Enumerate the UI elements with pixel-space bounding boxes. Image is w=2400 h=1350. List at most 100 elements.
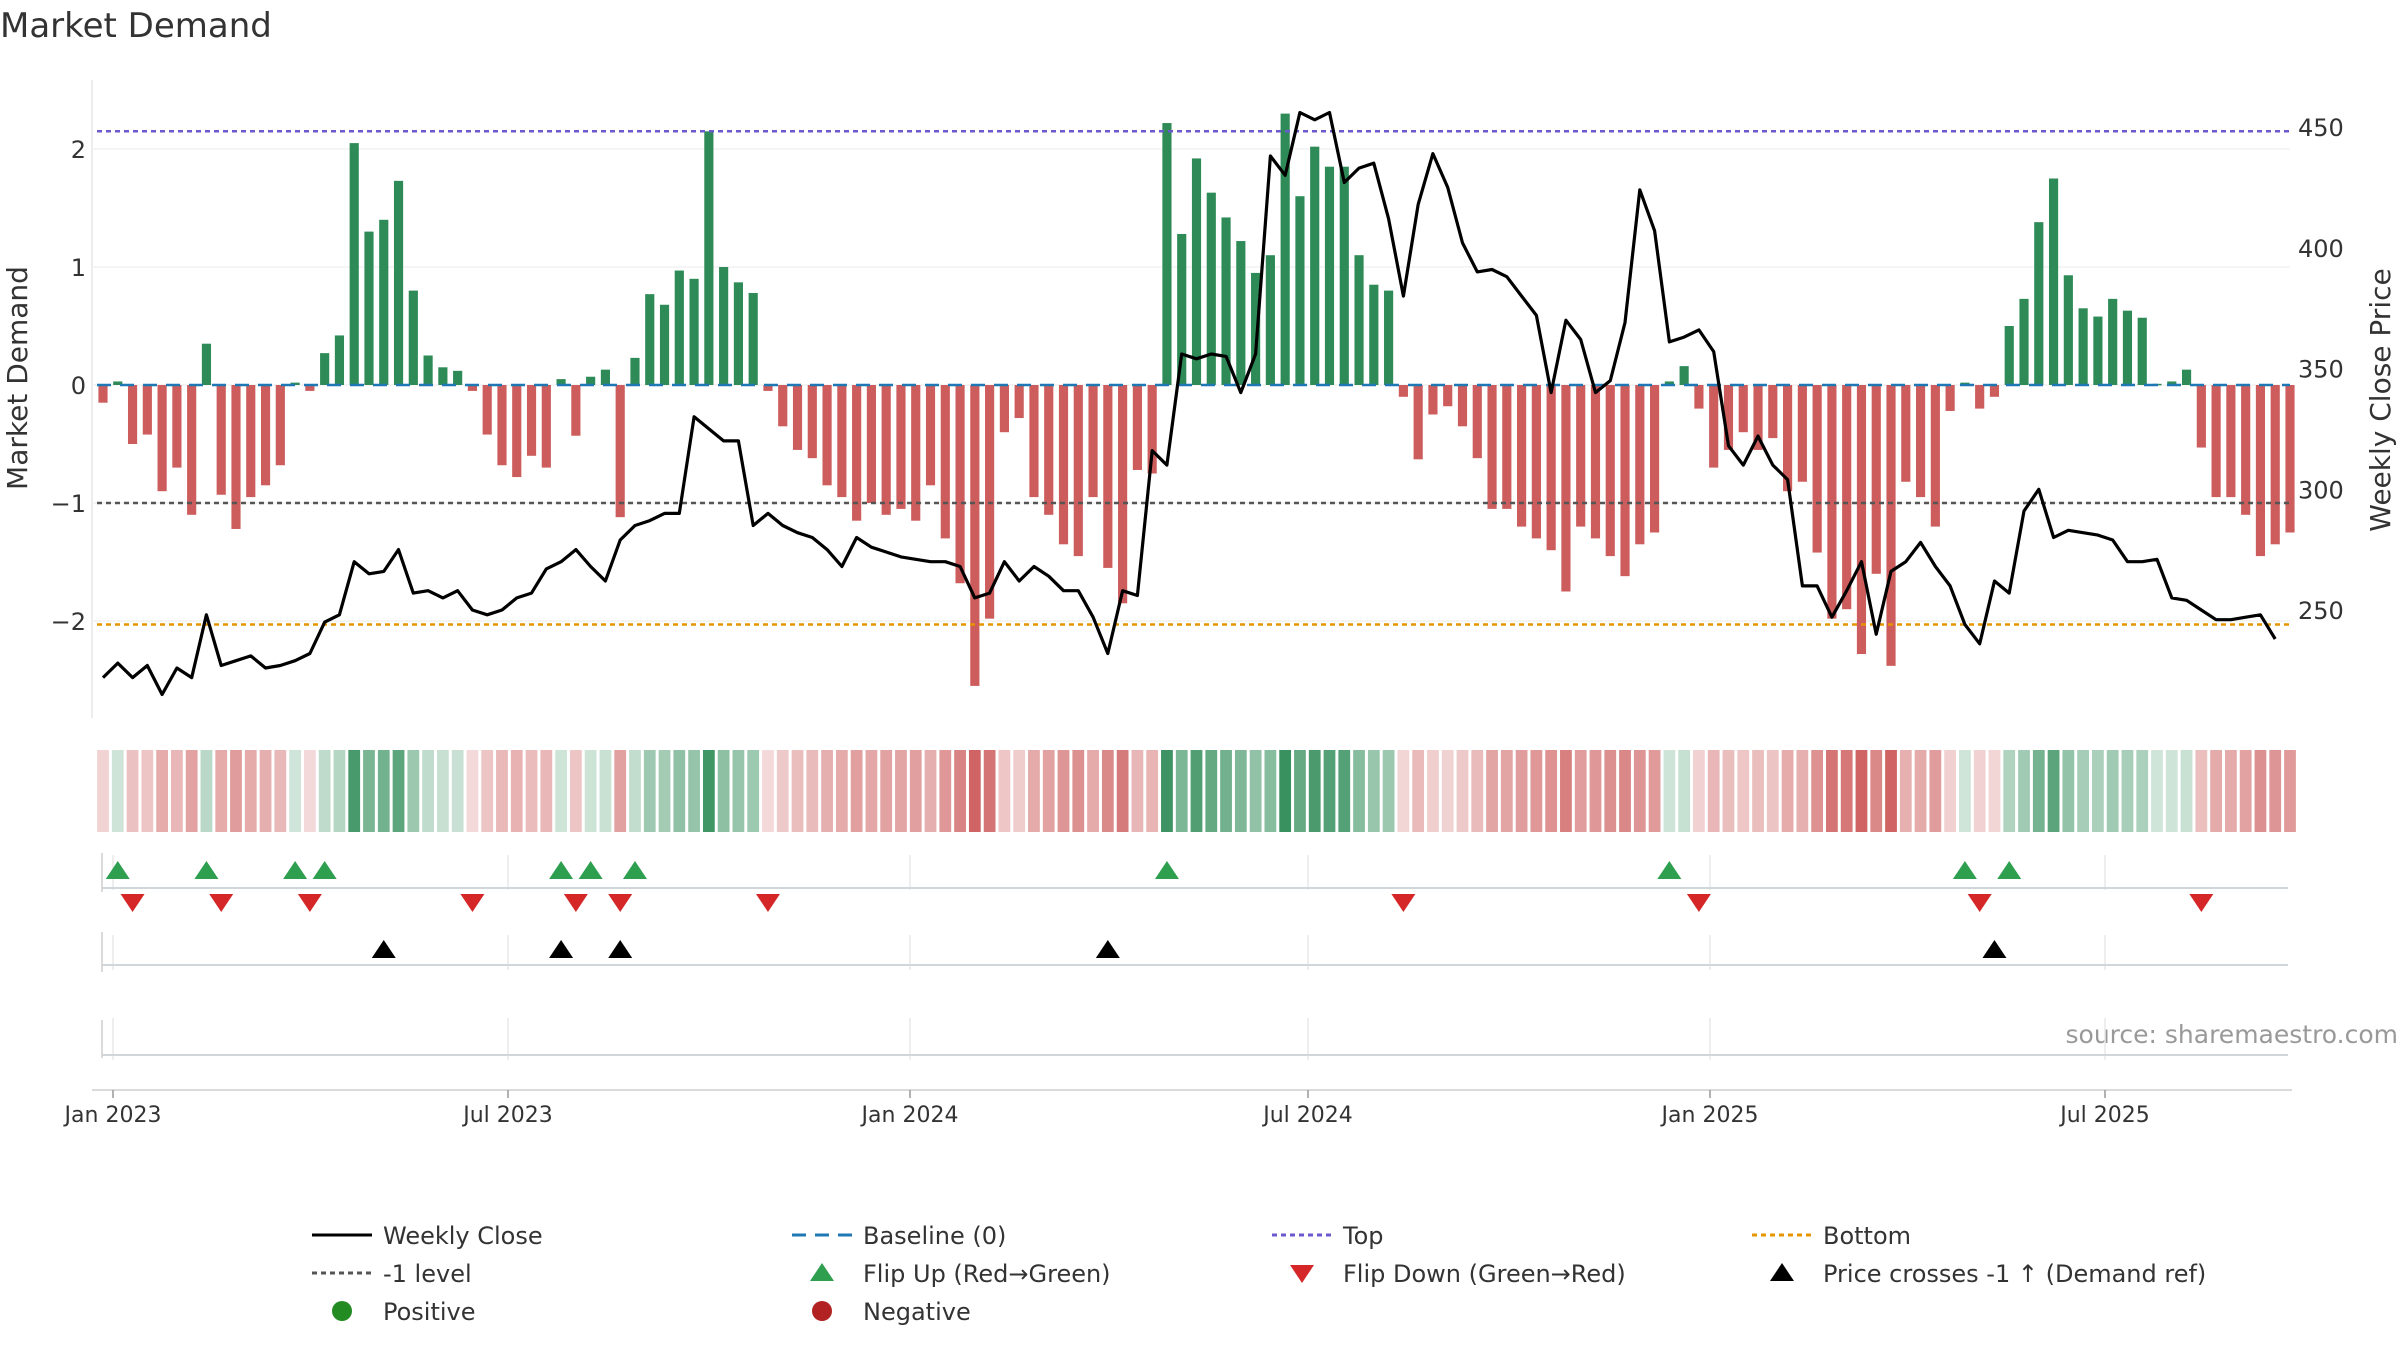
demand-bar <box>866 385 876 503</box>
demand-heat-cell <box>2047 750 2060 832</box>
demand-heat-cell <box>1367 750 1380 832</box>
demand-heat-cell <box>821 750 833 832</box>
demand-heat-cell <box>1633 750 1646 832</box>
flip-up-marker <box>105 861 130 879</box>
demand-heat-cell <box>1899 750 1912 832</box>
demand-bar <box>999 385 1009 433</box>
demand-bar <box>231 385 241 529</box>
y-tick-label: 2 <box>71 136 86 164</box>
demand-heat-cell <box>658 750 671 832</box>
demand-bar <box>1324 166 1335 385</box>
demand-bar <box>1901 385 1911 482</box>
demand-bar <box>1989 385 2000 397</box>
demand-heat-cell <box>2151 750 2163 832</box>
demand-bar <box>925 385 936 486</box>
demand-bar <box>1398 385 1408 397</box>
demand-bar <box>586 376 596 385</box>
demand-heat-cell <box>1929 750 1942 832</box>
demand-heat-cell <box>835 750 848 832</box>
demand-heat-cell <box>2121 750 2134 832</box>
demand-bar <box>1044 385 1054 515</box>
demand-heat-cell <box>1205 750 1218 832</box>
demand-heat-cell <box>1146 750 1159 832</box>
demand-heat-cell <box>1973 750 1986 832</box>
demand-bar <box>1029 385 1039 498</box>
demand-heat-cell <box>1441 750 1454 832</box>
demand-heat-cell <box>1116 750 1129 832</box>
demand-bar <box>1221 217 1231 385</box>
demand-heat-cell <box>1574 750 1587 832</box>
demand-bar <box>1768 385 1778 439</box>
demand-heat-cell <box>348 750 361 832</box>
demand-heat-cell <box>614 750 627 832</box>
demand-bar <box>1812 385 1822 553</box>
y-tick-label: −1 <box>51 490 86 518</box>
y-tick-label: 1 <box>71 254 86 282</box>
demand-heat-cell <box>1944 750 1957 832</box>
demand-heat-cell <box>1766 750 1779 832</box>
demand-bar <box>2137 317 2147 385</box>
demand-heat-cell <box>2062 750 2075 832</box>
legend-flip-up: Flip Up (Red→Green) <box>863 1260 1111 1288</box>
y-tick-label: 0 <box>71 372 86 400</box>
demand-heat-cell <box>1294 750 1306 832</box>
demand-heat-cell <box>1264 750 1277 832</box>
demand-heat-cell <box>289 750 301 832</box>
demand-bar <box>1694 385 1704 409</box>
demand-heat-cell <box>1693 750 1705 832</box>
demand-heat-cell <box>1545 750 1558 832</box>
flip-down-marker <box>563 894 588 912</box>
demand-bar <box>807 385 817 459</box>
demand-heat-cell <box>2018 750 2030 832</box>
flip-up-marker <box>194 861 219 879</box>
demand-heat-cell <box>1752 750 1764 832</box>
demand-bar <box>216 385 226 495</box>
demand-bar <box>1206 192 1216 385</box>
demand-heat-cell <box>1234 750 1247 832</box>
flip-down-marker <box>209 894 234 912</box>
demand-heat-cell <box>1781 750 1794 832</box>
legend-negative-dot <box>812 1301 832 1321</box>
demand-heat-cell <box>998 750 1011 832</box>
price-cross-marker <box>549 940 574 958</box>
flip-up-marker <box>1154 861 1179 879</box>
flip-down-marker <box>1967 894 1992 912</box>
demand-bar <box>2241 385 2251 515</box>
y-tick-label: −2 <box>51 608 86 636</box>
demand-bar <box>2226 385 2236 498</box>
demand-heat-cell <box>1811 750 1824 832</box>
demand-bar <box>127 385 138 444</box>
demand-heat-cell <box>407 750 420 832</box>
demand-heat-cell <box>2254 750 2267 832</box>
demand-bar <box>1177 233 1187 385</box>
demand-heat-cell <box>333 750 346 832</box>
demand-heat-cell <box>1101 750 1114 832</box>
demand-heat-cell <box>1057 750 1070 832</box>
demand-heat-cell <box>865 750 878 832</box>
demand-bar <box>837 385 847 498</box>
demand-bar <box>2093 316 2103 385</box>
demand-heat-cell <box>1914 750 1927 832</box>
demand-heat-cell <box>1500 750 1513 832</box>
demand-heat-cell <box>2032 750 2045 832</box>
demand-heat-cell <box>97 750 109 832</box>
demand-heat-cell <box>732 750 745 832</box>
demand-heat-cell <box>1249 750 1262 832</box>
flip-down-marker <box>297 894 322 912</box>
demand-heat-cell <box>436 750 449 832</box>
legend-top: Top <box>1342 1222 1384 1250</box>
demand-bar <box>2270 385 2280 545</box>
flip-up-marker <box>1997 861 2022 879</box>
demand-bar <box>1590 385 1601 539</box>
demand-bar <box>2019 298 2029 385</box>
demand-heat-cell <box>510 750 523 832</box>
x-tick-label: Jan 2024 <box>860 1103 959 1128</box>
demand-bar <box>600 369 610 385</box>
demand-heat-cell <box>466 750 479 832</box>
demand-heat-cell <box>2225 750 2237 832</box>
demand-bar <box>1147 385 1157 474</box>
demand-bar <box>763 385 773 391</box>
flip-down-marker <box>2189 894 2214 912</box>
demand-heat-cell <box>1796 750 1809 832</box>
demand-bar <box>1856 385 1867 655</box>
